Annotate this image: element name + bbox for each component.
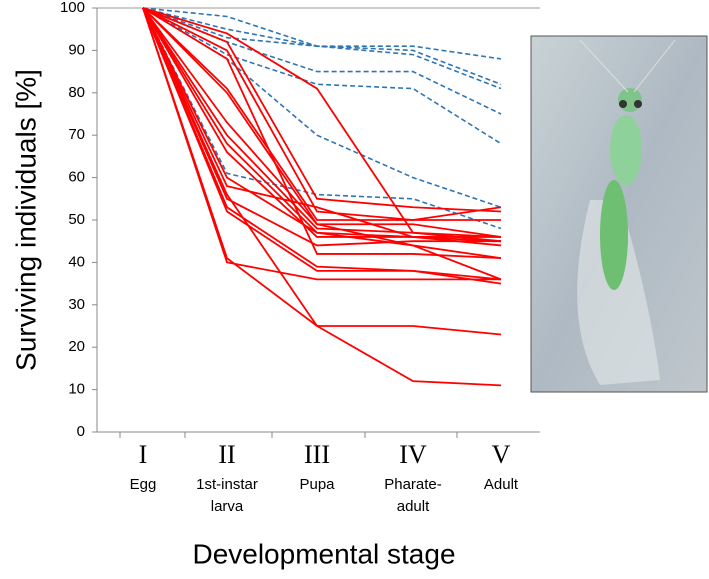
series-line xyxy=(142,7,502,145)
series-line xyxy=(142,7,502,221)
stage-name: Egg xyxy=(130,476,157,493)
y-tick-label: 30 xyxy=(68,296,85,313)
series-line xyxy=(142,7,502,285)
y-tick-label: 10 xyxy=(68,381,85,398)
y-tick-label: 100 xyxy=(60,0,85,16)
series-line xyxy=(142,7,502,243)
series-line xyxy=(142,7,502,209)
y-axis-label: Surviving individuals [%] xyxy=(10,69,41,371)
stage-name: adult xyxy=(397,498,430,515)
series-line xyxy=(142,7,501,238)
y-tick-label: 40 xyxy=(68,253,85,270)
y-tick-label: 90 xyxy=(68,41,85,58)
series-line xyxy=(142,7,501,247)
x-tick-label: II xyxy=(218,440,235,469)
series-line xyxy=(142,7,502,281)
series-line xyxy=(142,7,502,260)
series-line xyxy=(142,7,502,387)
x-tick-label: V xyxy=(492,440,511,469)
series-line xyxy=(142,7,502,60)
series-line xyxy=(142,7,501,221)
y-tick-label: 50 xyxy=(68,211,85,228)
series-line xyxy=(142,7,502,247)
series-line xyxy=(142,7,502,260)
series-line xyxy=(142,7,502,281)
stage-name: larva xyxy=(211,498,244,515)
y-tick-label: 80 xyxy=(68,84,85,101)
series-line xyxy=(142,7,502,90)
x-tick-label: III xyxy=(304,440,330,469)
series-line xyxy=(142,7,502,243)
y-tick-label: 20 xyxy=(68,338,85,355)
x-tick-label: IV xyxy=(399,440,427,469)
stage-name: Pharate- xyxy=(384,476,442,493)
y-tick-label: 60 xyxy=(68,169,85,186)
y-tick-label: 0 xyxy=(77,423,85,440)
x-axis-label: Developmental stage xyxy=(192,538,455,569)
stage-name: 1st-instar xyxy=(196,476,258,493)
y-tick-label: 70 xyxy=(68,126,85,143)
x-tick-label: I xyxy=(139,440,148,469)
series-line xyxy=(142,7,502,238)
series-line xyxy=(142,7,502,213)
photo xyxy=(530,35,708,393)
stage-name: Adult xyxy=(484,476,519,493)
stage-name: Pupa xyxy=(299,476,335,493)
